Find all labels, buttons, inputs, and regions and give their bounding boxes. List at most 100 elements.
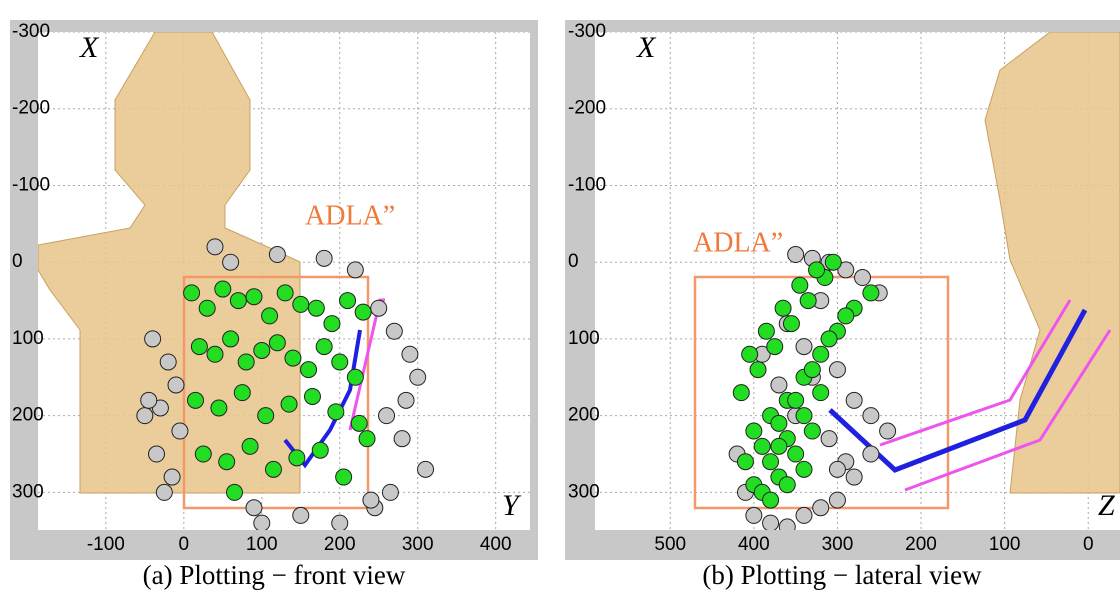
point — [736, 453, 754, 471]
arm-outline — [879, 299, 1072, 447]
point — [745, 506, 763, 524]
x-tick-label: 200 — [905, 534, 937, 555]
point — [824, 253, 842, 271]
point — [393, 430, 411, 448]
point — [346, 261, 364, 279]
point — [837, 307, 855, 325]
point — [770, 376, 788, 394]
point — [812, 384, 830, 402]
point — [315, 249, 333, 267]
point — [237, 353, 255, 371]
y-tick-label: 300 — [568, 481, 600, 502]
point — [803, 361, 821, 379]
x-tick-label: 300 — [822, 534, 854, 555]
marks-a — [136, 238, 435, 530]
point — [284, 349, 302, 367]
point — [148, 445, 166, 463]
body-silhouette — [984, 32, 1120, 494]
point — [808, 261, 826, 279]
point — [753, 437, 771, 455]
point — [210, 399, 228, 417]
point — [820, 430, 838, 448]
point — [218, 453, 236, 471]
point — [845, 391, 863, 409]
point — [331, 514, 349, 530]
point — [222, 253, 240, 271]
y-tick-label: -100 — [12, 174, 50, 195]
arm-line — [828, 308, 1088, 473]
point — [163, 468, 181, 486]
point — [303, 387, 321, 405]
plot-b — [595, 32, 1120, 530]
point — [315, 338, 333, 356]
point — [862, 407, 880, 425]
point — [241, 437, 259, 455]
point — [770, 437, 788, 455]
caption: (b) Plotting − lateral view — [702, 560, 982, 590]
point — [155, 483, 173, 501]
point — [346, 368, 364, 386]
arm-outline — [904, 329, 1112, 492]
point — [795, 460, 813, 478]
y-tick-label: 100 — [568, 328, 600, 349]
point — [397, 391, 415, 409]
y-axis-label: X — [79, 31, 100, 64]
x-tick-label: 0 — [1083, 534, 1094, 555]
point — [222, 330, 240, 348]
x-tick-label: 500 — [654, 534, 686, 555]
point — [171, 422, 189, 440]
point — [151, 399, 169, 417]
point — [774, 299, 792, 317]
point — [812, 345, 830, 363]
point — [167, 376, 185, 394]
y-axis-label: X — [636, 31, 657, 64]
point — [762, 514, 780, 530]
point — [837, 261, 855, 279]
point — [358, 430, 376, 448]
x-tick-label: 300 — [402, 534, 434, 555]
point — [385, 322, 403, 340]
point — [762, 453, 780, 471]
point — [845, 468, 863, 486]
point — [409, 368, 427, 386]
point — [749, 361, 767, 379]
point — [745, 422, 763, 440]
point — [245, 499, 263, 517]
point — [787, 391, 805, 409]
point — [327, 403, 345, 421]
point — [206, 238, 224, 256]
point — [257, 407, 275, 425]
point — [791, 276, 809, 294]
point — [762, 491, 780, 509]
point — [280, 395, 298, 413]
point — [140, 391, 158, 409]
point — [159, 353, 177, 371]
point — [233, 384, 251, 402]
point — [187, 391, 205, 409]
point — [190, 338, 208, 356]
y-tick-label: 0 — [568, 251, 579, 272]
point — [862, 284, 880, 302]
point — [292, 506, 310, 524]
point — [381, 483, 399, 501]
point — [225, 483, 243, 501]
point — [828, 460, 846, 478]
point — [770, 414, 788, 432]
y-tick-label: -100 — [568, 174, 606, 195]
point — [292, 295, 310, 313]
point — [335, 468, 353, 486]
point — [795, 407, 813, 425]
point — [198, 299, 216, 317]
x-tick-label: 400 — [480, 534, 512, 555]
annotation: ADLA” — [305, 200, 395, 231]
x-axis-label: Y — [502, 489, 522, 522]
point — [757, 322, 775, 340]
point — [264, 460, 282, 478]
annotation: ADLA” — [693, 227, 783, 258]
point — [311, 441, 329, 459]
point — [854, 269, 872, 287]
point — [276, 284, 294, 302]
marks-b — [728, 246, 897, 530]
